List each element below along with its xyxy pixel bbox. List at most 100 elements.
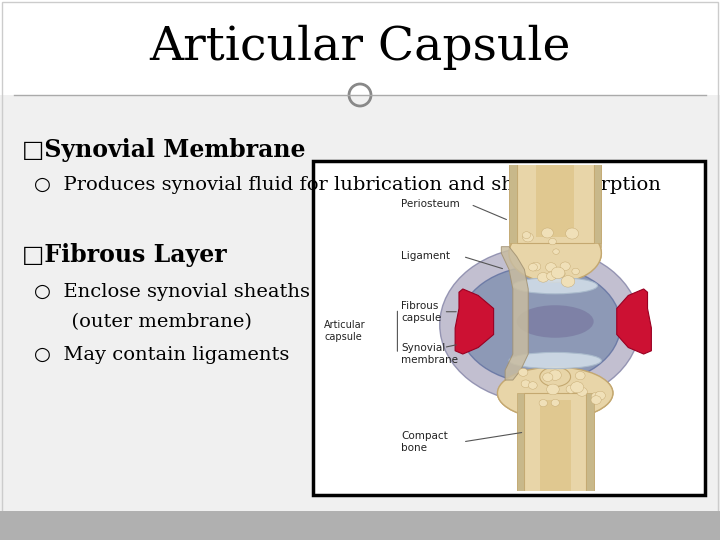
Circle shape	[546, 262, 557, 272]
Circle shape	[556, 368, 568, 379]
Text: Articular Capsule: Articular Capsule	[149, 24, 571, 70]
Ellipse shape	[513, 278, 598, 294]
Circle shape	[518, 368, 528, 376]
Circle shape	[558, 225, 566, 233]
Circle shape	[564, 394, 572, 401]
Circle shape	[525, 265, 536, 275]
Circle shape	[562, 361, 577, 374]
Polygon shape	[517, 393, 524, 491]
Text: Articular
capsule: Articular capsule	[324, 320, 366, 342]
Circle shape	[532, 403, 548, 416]
Circle shape	[564, 362, 576, 372]
Polygon shape	[517, 393, 524, 494]
Polygon shape	[540, 400, 570, 491]
Ellipse shape	[517, 305, 594, 338]
Text: Periosteum: Periosteum	[401, 199, 460, 210]
Ellipse shape	[440, 247, 640, 403]
Circle shape	[595, 391, 606, 400]
Polygon shape	[509, 162, 517, 244]
Polygon shape	[536, 162, 575, 237]
Circle shape	[527, 381, 543, 395]
Bar	[313, 161, 705, 495]
Circle shape	[528, 382, 537, 389]
Polygon shape	[536, 165, 575, 237]
Circle shape	[523, 232, 531, 239]
Text: Fibrous
capsule: Fibrous capsule	[401, 301, 441, 322]
Circle shape	[557, 275, 567, 282]
Text: Compact
bone: Compact bone	[401, 431, 448, 453]
Circle shape	[547, 234, 557, 242]
Text: Ligament: Ligament	[401, 252, 450, 261]
Polygon shape	[594, 165, 601, 247]
Polygon shape	[517, 162, 594, 244]
Circle shape	[549, 370, 562, 380]
Circle shape	[543, 373, 553, 381]
Bar	[0, 511, 720, 540]
Circle shape	[549, 238, 557, 245]
Circle shape	[572, 268, 580, 275]
Circle shape	[521, 407, 531, 416]
Circle shape	[539, 221, 554, 233]
Polygon shape	[501, 247, 528, 380]
Ellipse shape	[540, 367, 570, 387]
Circle shape	[576, 370, 584, 377]
Circle shape	[559, 271, 565, 276]
Polygon shape	[617, 289, 652, 354]
Ellipse shape	[509, 353, 601, 369]
Circle shape	[521, 380, 530, 388]
Text: Synovial
membrane: Synovial membrane	[401, 343, 458, 365]
Circle shape	[521, 387, 536, 400]
Circle shape	[508, 399, 519, 408]
Circle shape	[523, 233, 534, 242]
Polygon shape	[524, 393, 586, 494]
Circle shape	[552, 399, 559, 406]
Circle shape	[553, 249, 559, 254]
Circle shape	[591, 396, 601, 404]
Circle shape	[518, 227, 531, 238]
Circle shape	[566, 228, 579, 239]
Circle shape	[545, 276, 557, 286]
Circle shape	[544, 265, 557, 275]
Text: ○  May contain ligaments: ○ May contain ligaments	[34, 346, 289, 364]
Ellipse shape	[540, 367, 570, 387]
Polygon shape	[536, 162, 575, 237]
Polygon shape	[540, 400, 570, 494]
Text: □Synovial Membrane: □Synovial Membrane	[22, 138, 305, 162]
Polygon shape	[524, 393, 586, 491]
Ellipse shape	[498, 367, 613, 419]
Circle shape	[554, 389, 562, 396]
Circle shape	[577, 387, 588, 396]
Circle shape	[546, 272, 557, 280]
Circle shape	[552, 267, 565, 279]
Polygon shape	[455, 289, 494, 354]
Polygon shape	[517, 165, 594, 247]
Circle shape	[552, 389, 561, 397]
Circle shape	[531, 262, 541, 271]
Circle shape	[575, 372, 585, 380]
Circle shape	[561, 275, 575, 287]
Circle shape	[528, 392, 542, 404]
Circle shape	[574, 271, 583, 279]
Polygon shape	[509, 165, 517, 247]
Circle shape	[566, 221, 582, 234]
Circle shape	[552, 247, 560, 254]
Circle shape	[550, 270, 567, 284]
Circle shape	[566, 385, 576, 393]
Circle shape	[546, 384, 559, 395]
Text: (outer membrane): (outer membrane)	[34, 313, 252, 331]
Ellipse shape	[459, 266, 621, 383]
Polygon shape	[586, 393, 594, 491]
Polygon shape	[586, 393, 594, 494]
Circle shape	[570, 382, 584, 393]
Circle shape	[591, 392, 601, 401]
Circle shape	[537, 273, 549, 282]
Circle shape	[557, 271, 565, 278]
Ellipse shape	[509, 224, 601, 282]
Circle shape	[527, 264, 539, 274]
Circle shape	[541, 228, 554, 238]
Text: ○  Enclose synovial sheaths: ○ Enclose synovial sheaths	[34, 283, 310, 301]
Ellipse shape	[509, 224, 601, 282]
Circle shape	[560, 262, 570, 271]
Text: □Fibrous Layer: □Fibrous Layer	[22, 243, 227, 267]
Circle shape	[559, 274, 567, 281]
